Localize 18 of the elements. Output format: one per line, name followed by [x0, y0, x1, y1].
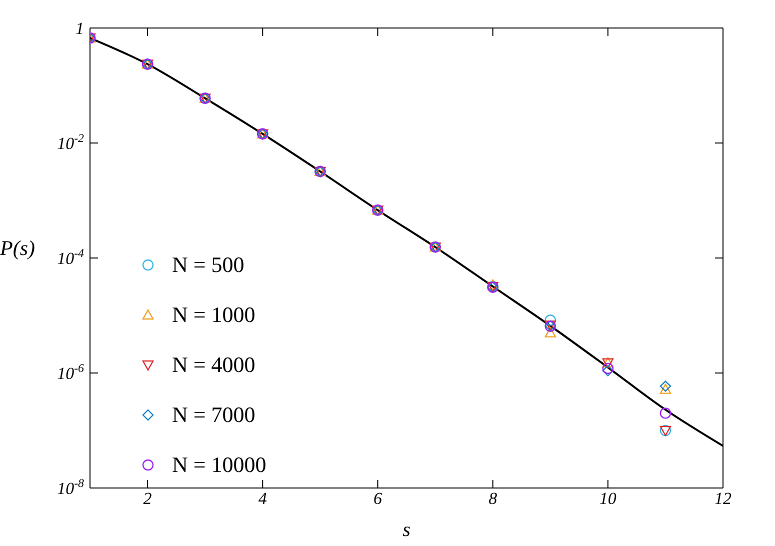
- y-tick-label: 10$^{-2}$: [57, 131, 84, 153]
- legend-label: N = 4000: [172, 352, 256, 378]
- y-axis-title: P(s): [0, 236, 35, 261]
- legend-label: N = 500: [172, 252, 244, 278]
- x-axis-title: s: [402, 519, 411, 541]
- x-tick-label: 10: [599, 489, 617, 508]
- y-tick-label: 1: [76, 19, 84, 38]
- x-tick-label: 4: [258, 489, 268, 508]
- legend-label: N = 10000: [172, 452, 266, 478]
- legend-label: N = 7000: [172, 402, 256, 428]
- x-tick-label: 2: [143, 489, 152, 508]
- legend-label: N = 1000: [172, 302, 256, 328]
- x-tick-label: 12: [714, 489, 732, 508]
- y-tick-label: 10$^{-4}$: [57, 246, 84, 268]
- x-tick-label: 6: [373, 489, 382, 508]
- y-tick-label: 10$^{-8}$: [57, 476, 84, 498]
- x-tick-label: 8: [488, 489, 498, 508]
- y-tick-label: 10$^{-6}$: [57, 361, 84, 383]
